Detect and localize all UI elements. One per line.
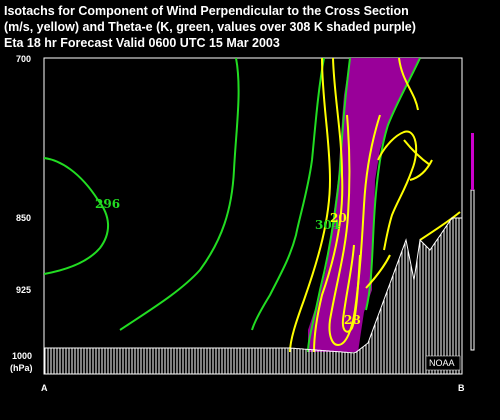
isotach-e <box>398 58 419 111</box>
noaa-logo-text: NOAA <box>429 358 455 368</box>
theta-e-contour-308 <box>307 58 351 353</box>
theta-e-contour-308-east <box>365 58 421 311</box>
chart-title-line-1: Isotachs for Component of Wind Perpendic… <box>4 4 409 18</box>
isotach-label-28: 28 <box>344 313 361 327</box>
theta-e-contour-304 <box>251 58 325 331</box>
isotach-a <box>289 58 332 353</box>
isotach-d <box>341 244 361 333</box>
chart-title-line-2: (m/s, yellow) and Theta-e (K, green, val… <box>4 20 416 34</box>
plot-frame <box>43 57 463 375</box>
isotach-i <box>409 159 433 181</box>
chart-subtitle: Eta 18 hr Forecast Valid 0600 UTC 15 Mar… <box>4 36 280 50</box>
isotach-label-20: 20 <box>330 211 347 225</box>
y-tick-700: 700 <box>16 54 31 64</box>
isotach-b <box>313 58 344 353</box>
isotach-contours <box>289 58 461 353</box>
x-endpoint-a: A <box>41 383 48 393</box>
terrain <box>44 217 462 374</box>
isotach-g <box>365 254 391 289</box>
y-axis-unit: (hPa) <box>10 363 33 373</box>
side-scale-shaded <box>471 133 474 190</box>
y-tick-850: 850 <box>16 213 31 223</box>
theta-e-contours <box>44 58 421 353</box>
isotach-c <box>328 114 381 347</box>
y-tick-1000: 1000 <box>12 351 32 361</box>
isotach-h <box>403 139 431 166</box>
terrain-surface-line <box>44 217 462 354</box>
theta-e-contour-296 <box>44 157 109 275</box>
isotach-f <box>377 130 418 251</box>
theta-e-label-304: 304 <box>315 218 340 232</box>
x-endpoint-b: B <box>458 383 465 393</box>
y-tick-925: 925 <box>16 285 31 295</box>
side-scale-bar <box>470 189 475 351</box>
isotach-j <box>419 211 461 241</box>
theta-e-label-296: 296 <box>95 197 120 211</box>
theta-e-contour-300 <box>119 58 240 331</box>
noaa-logo-box <box>425 355 461 371</box>
